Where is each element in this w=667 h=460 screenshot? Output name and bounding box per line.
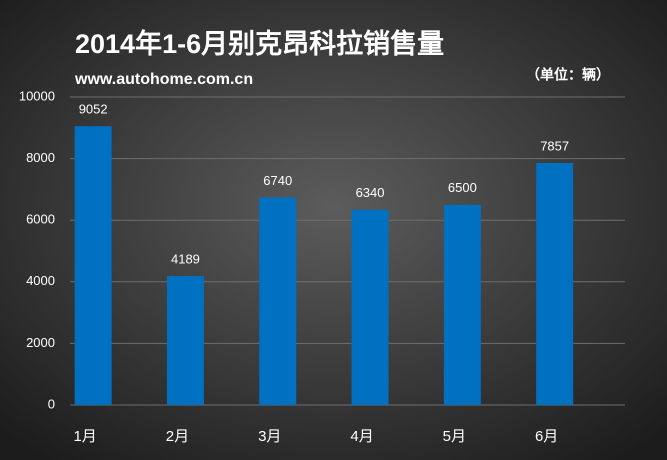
chart-title: 2014年1-6月别克昂科拉销售量 <box>75 28 444 59</box>
x-tick-label: 2月 <box>166 428 189 445</box>
bar <box>74 126 112 406</box>
bar <box>443 204 481 405</box>
x-tick-label: 4月 <box>350 428 373 445</box>
y-tick-label: 2000 <box>26 335 55 350</box>
data-label: 6740 <box>263 173 292 188</box>
y-tick-label: 4000 <box>26 273 55 288</box>
data-label: 9052 <box>79 102 108 117</box>
bar <box>536 163 574 405</box>
bar <box>166 275 204 405</box>
x-tick-label: 6月 <box>535 428 558 445</box>
chart-subtitle: www.autohome.com.cn <box>74 71 253 88</box>
bar <box>259 197 297 405</box>
data-label: 6500 <box>448 180 477 195</box>
x-tick-label: 3月 <box>258 428 281 445</box>
data-label: 7857 <box>540 138 569 153</box>
data-label: 4189 <box>171 251 200 266</box>
bar <box>351 209 389 405</box>
y-tick-label: 6000 <box>26 212 55 227</box>
y-tick-label: 0 <box>48 396 55 411</box>
x-tick-label: 1月 <box>73 428 96 445</box>
y-tick-label: 10000 <box>19 88 55 103</box>
data-label: 6340 <box>356 185 385 200</box>
unit-label: （单位：辆） <box>526 67 610 83</box>
x-tick-label: 5月 <box>443 428 466 445</box>
y-tick-label: 8000 <box>26 150 55 165</box>
